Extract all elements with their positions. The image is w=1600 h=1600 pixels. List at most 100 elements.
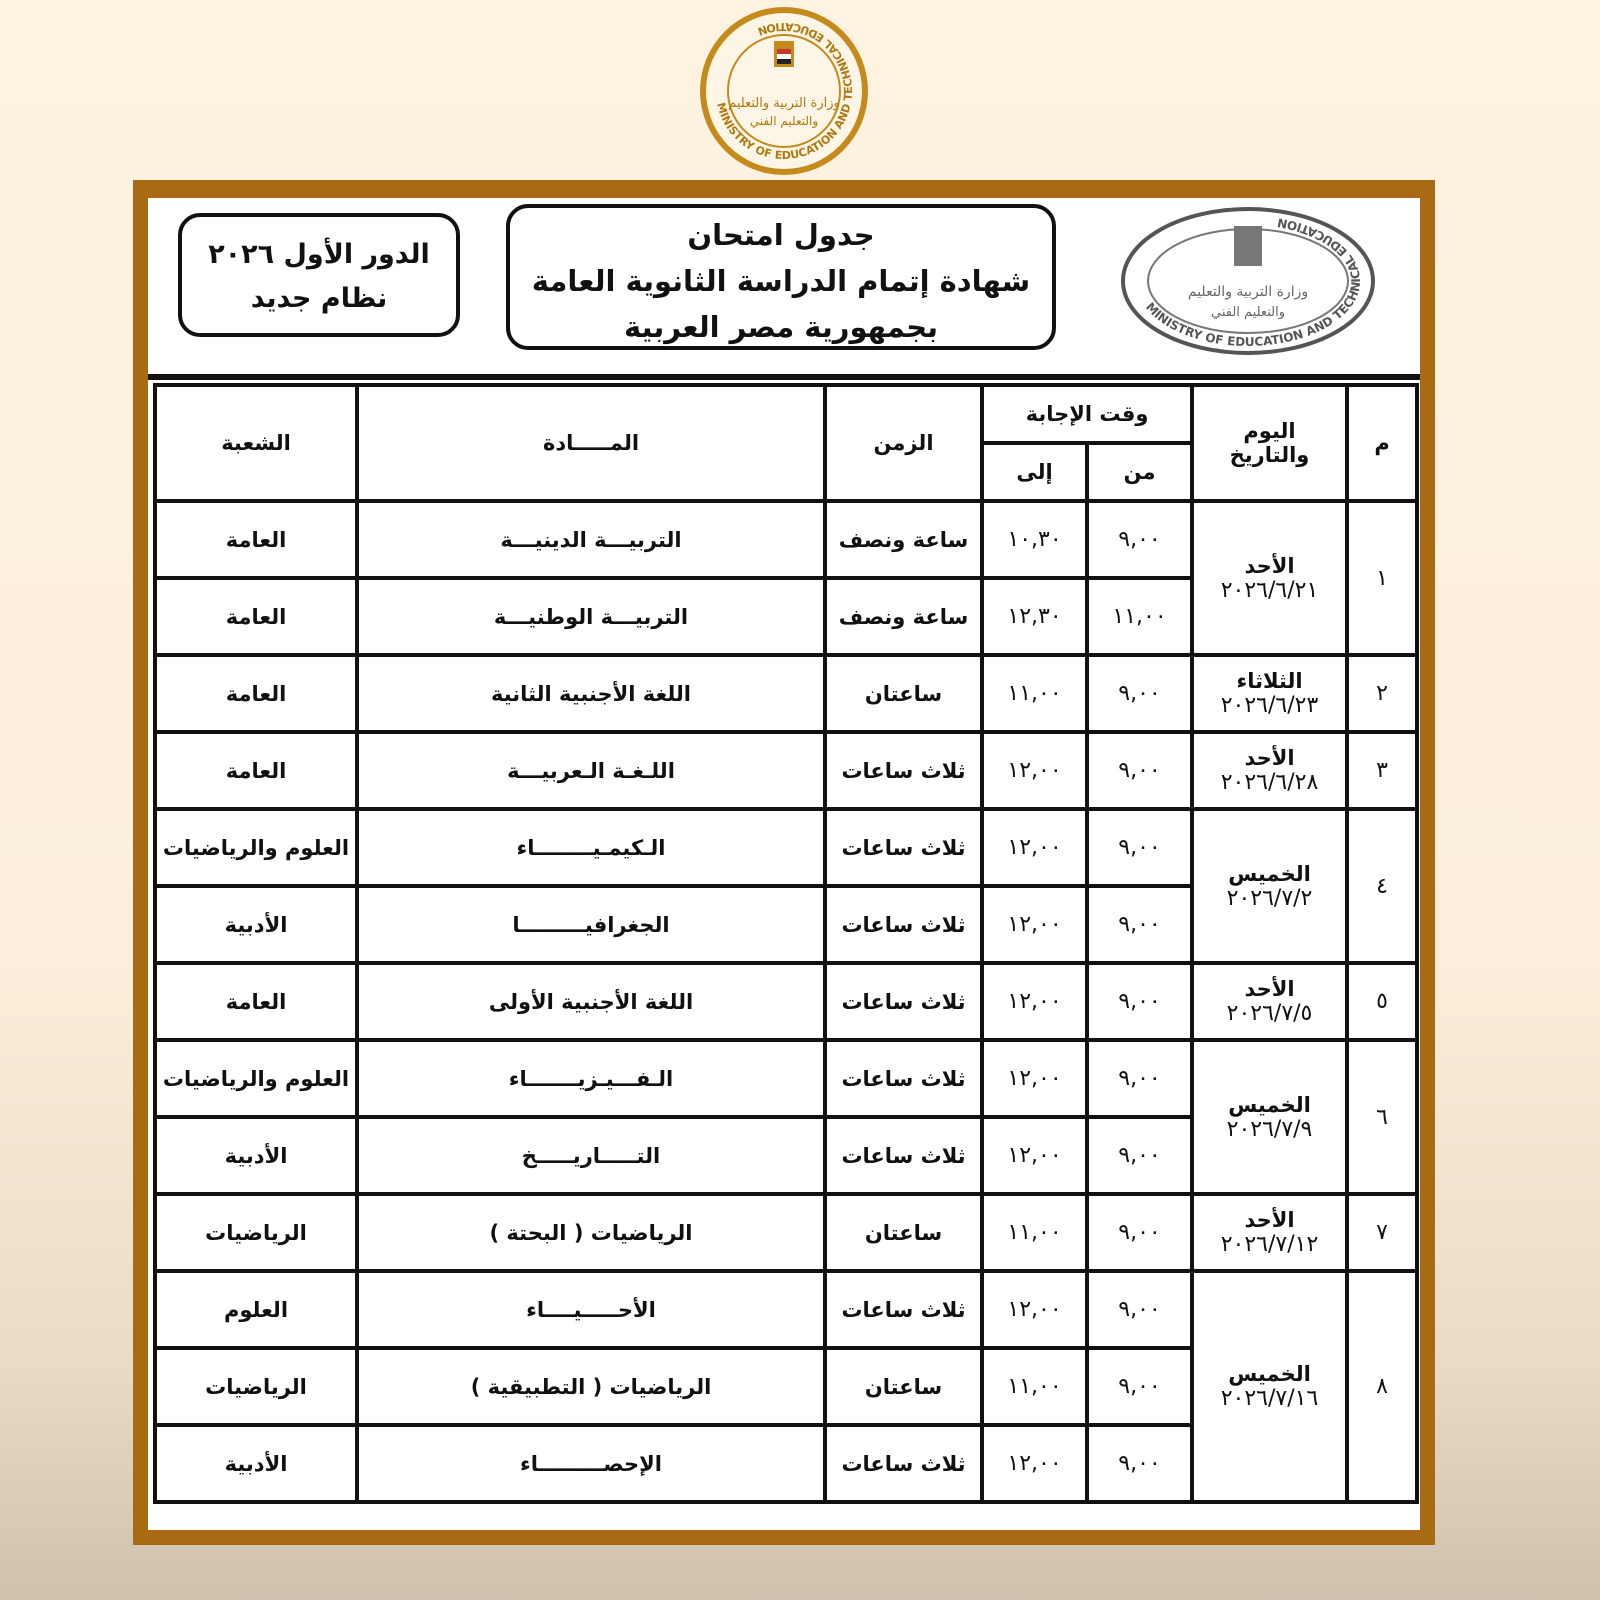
day-date-cell: الأحد ٢٠٢٦/٦/٢١ bbox=[1190, 499, 1350, 657]
ministry-logo-top: MINISTRY OF EDUCATION AND TECHNICAL EDUC… bbox=[700, 7, 868, 175]
subject: التربيـــة الدينيـــة bbox=[355, 499, 827, 580]
table-row: ٦ الخميس ٢٠٢٦/٧/٩ ٩,٠٠ ١٢,٠٠ ثلاث ساعات الـفــ… bbox=[153, 1038, 1420, 1196]
row-number-text: ٨ bbox=[1376, 1374, 1388, 1399]
duration: ساعتان bbox=[823, 653, 984, 734]
table-row: ٩,٠٠ ١٢,٠٠ ثلاث ساعات الإحصـــــــــاء الأدب… bbox=[153, 1423, 1417, 1504]
document-frame: الدور الأول ٢٠٢٦ نظام جديد جدول امتحان ش… bbox=[133, 180, 1435, 1545]
time-to: ١٠,٣٠ bbox=[979, 499, 1090, 580]
time-to-text: ١١,٠٠ bbox=[1007, 681, 1062, 706]
time-to-text: ١٢,٠٠ bbox=[1007, 1451, 1062, 1476]
table-row: ١١,٠٠ ١٢,٣٠ ساعة ونصف التربيـــة الوطنيـــة… bbox=[153, 576, 1417, 657]
day-name: الخميس bbox=[1228, 1092, 1311, 1117]
svg-text:وزارة التربية والتعليم: وزارة التربية والتعليم bbox=[728, 96, 840, 111]
day-date-cell: الأحد ٢٠٢٦/٧/٥ bbox=[1190, 961, 1350, 1042]
time-from-text: ٩,٠٠ bbox=[1118, 1066, 1161, 1091]
time-from-text: ١١,٠٠ bbox=[1112, 604, 1167, 629]
time-from-text: ٩,٠٠ bbox=[1118, 681, 1161, 706]
time-to: ١٢,٣٠ bbox=[979, 576, 1090, 657]
table-row: ٢ الثلاثاء ٢٠٢٦/٦/٢٣ ٩,٠٠ ١١,٠٠ ساعتان اللغة ا… bbox=[153, 653, 1420, 734]
duration: ثلاث ساعات bbox=[823, 730, 984, 811]
row-number-text: ٥ bbox=[1376, 989, 1388, 1014]
session-box: الدور الأول ٢٠٢٦ نظام جديد bbox=[178, 213, 460, 337]
row-number: ٧ bbox=[1345, 1192, 1420, 1273]
branch: الرياضيات bbox=[153, 1192, 359, 1273]
duration: ساعتان bbox=[823, 1346, 984, 1427]
table-row: ٣ الأحد ٢٠٢٦/٦/٢٨ ٩,٠٠ ١٢,٠٠ ثلاث ساعات اللـغـ… bbox=[153, 730, 1420, 811]
time-from: ٩,٠٠ bbox=[1085, 653, 1195, 734]
time-from: ٩,٠٠ bbox=[1085, 961, 1195, 1042]
row-number-text: ٧ bbox=[1376, 1220, 1388, 1245]
branch: العامة bbox=[153, 653, 359, 734]
header-divider bbox=[148, 374, 1420, 380]
time-to-text: ١٢,٠٠ bbox=[1007, 1143, 1062, 1168]
time-to: ١٢,٠٠ bbox=[979, 1038, 1090, 1119]
time-to-text: ١٢,٠٠ bbox=[1007, 1066, 1062, 1091]
subject: الـكيمـيــــــــاء bbox=[355, 807, 827, 888]
branch: العلوم والرياضيات bbox=[153, 1038, 359, 1119]
time-to-text: ١٢,٠٠ bbox=[1007, 758, 1062, 783]
time-from-text: ٩,٠٠ bbox=[1118, 989, 1161, 1014]
row-number: ٣ bbox=[1345, 730, 1420, 811]
title-line-3: بجمهورية مصر العربية bbox=[623, 310, 939, 344]
row-number: ٢ bbox=[1345, 653, 1420, 734]
subject: الإحصـــــــــاء bbox=[355, 1423, 827, 1504]
duration: ثلاث ساعات bbox=[823, 1423, 984, 1504]
row-number-text: ٤ bbox=[1376, 873, 1388, 899]
row-number: ٨ bbox=[1345, 1269, 1420, 1504]
time-to-text: ١٢,٠٠ bbox=[1007, 989, 1062, 1014]
duration: ثلاث ساعات bbox=[823, 1115, 984, 1196]
col-header-answer-time: وقت الإجابة bbox=[979, 383, 1195, 445]
exam-schedule-document: الدور الأول ٢٠٢٦ نظام جديد جدول امتحان ش… bbox=[148, 198, 1420, 1530]
subject: التـــــاريـــــخ bbox=[355, 1115, 827, 1196]
exam-schedule-table: م اليوم والتاريخ وقت الإجابة الزمن المــ… bbox=[153, 383, 1420, 1504]
day-date-cell: الخميس ٢٠٢٦/٧/٩ bbox=[1190, 1038, 1350, 1196]
time-to-text: ١١,٠٠ bbox=[1007, 1374, 1062, 1399]
time-to: ١٢,٠٠ bbox=[979, 1115, 1090, 1196]
branch: الرياضيات bbox=[153, 1346, 359, 1427]
day-date-cell: الثلاثاء ٢٠٢٦/٦/٢٣ bbox=[1190, 653, 1350, 734]
subject: الـفـــيـزيـــــــاء bbox=[355, 1038, 827, 1119]
col-header-subject: المـــــادة bbox=[355, 383, 827, 503]
time-from-text: ٩,٠٠ bbox=[1118, 527, 1161, 552]
exam-date: ٢٠٢٦/٦/٢٣ bbox=[1220, 693, 1319, 718]
col-header-duration: الزمن bbox=[823, 383, 984, 503]
time-to-text: ١٠,٣٠ bbox=[1007, 527, 1062, 552]
row-number-text: ١ bbox=[1376, 565, 1388, 591]
time-from: ٩,٠٠ bbox=[1085, 1346, 1195, 1427]
time-to: ١٢,٠٠ bbox=[979, 1269, 1090, 1350]
row-number: ٤ bbox=[1345, 807, 1420, 965]
time-from: ٩,٠٠ bbox=[1085, 807, 1195, 888]
branch: الأدبية bbox=[153, 884, 359, 965]
time-from-text: ٩,٠٠ bbox=[1118, 1374, 1161, 1399]
table-row: ٧ الأحد ٢٠٢٦/٧/١٢ ٩,٠٠ ١١,٠٠ ساعتان الرياضيات … bbox=[153, 1192, 1420, 1273]
day-name: الأحد bbox=[1244, 553, 1295, 578]
row-number-text: ٣ bbox=[1376, 758, 1388, 783]
day-name: الخميس bbox=[1228, 1362, 1311, 1386]
table-row: ٥ الأحد ٢٠٢٦/٧/٥ ٩,٠٠ ١٢,٠٠ ثلاث ساعات اللغة ا… bbox=[153, 961, 1420, 1042]
exam-date: ٢٠٢٦/٧/٢ bbox=[1226, 885, 1313, 911]
row-number-text: ٦ bbox=[1376, 1104, 1388, 1130]
time-to: ١١,٠٠ bbox=[979, 1346, 1090, 1427]
exam-date: ٢٠٢٦/٧/٥ bbox=[1226, 1001, 1313, 1026]
exam-date: ٢٠٢٦/٧/٩ bbox=[1226, 1116, 1313, 1142]
exam-date: ٢٠٢٦/٦/٢١ bbox=[1220, 577, 1319, 603]
branch: الأدبية bbox=[153, 1423, 359, 1504]
day-date-cell: الأحد ٢٠٢٦/٧/١٢ bbox=[1190, 1192, 1350, 1273]
time-to: ١١,٠٠ bbox=[979, 1192, 1090, 1273]
time-to-text: ١٢,٠٠ bbox=[1007, 912, 1062, 937]
time-from: ٩,٠٠ bbox=[1085, 1038, 1195, 1119]
subject: اللغة الأجنبية الأولى bbox=[355, 961, 827, 1042]
time-from-text: ٩,٠٠ bbox=[1118, 912, 1161, 937]
title-line-1: جدول امتحان bbox=[687, 218, 875, 252]
col-header-from: من bbox=[1085, 441, 1195, 503]
duration: ثلاث ساعات bbox=[823, 884, 984, 965]
branch: العلوم والرياضيات bbox=[153, 807, 359, 888]
time-to: ١٢,٠٠ bbox=[979, 730, 1090, 811]
svg-text:وزارة التربية والتعليم: وزارة التربية والتعليم bbox=[1188, 284, 1308, 300]
subject: الأحـــــيــــاء bbox=[355, 1269, 827, 1350]
subject: اللغة الأجنبية الثانية bbox=[355, 653, 827, 734]
branch: الأدبية bbox=[153, 1115, 359, 1196]
row-number: ٥ bbox=[1345, 961, 1420, 1042]
table-row: ٩,٠٠ ١٢,٠٠ ثلاث ساعات الجغرافيـــــــــا الأ… bbox=[153, 884, 1417, 965]
time-from-text: ٩,٠٠ bbox=[1118, 1143, 1161, 1168]
